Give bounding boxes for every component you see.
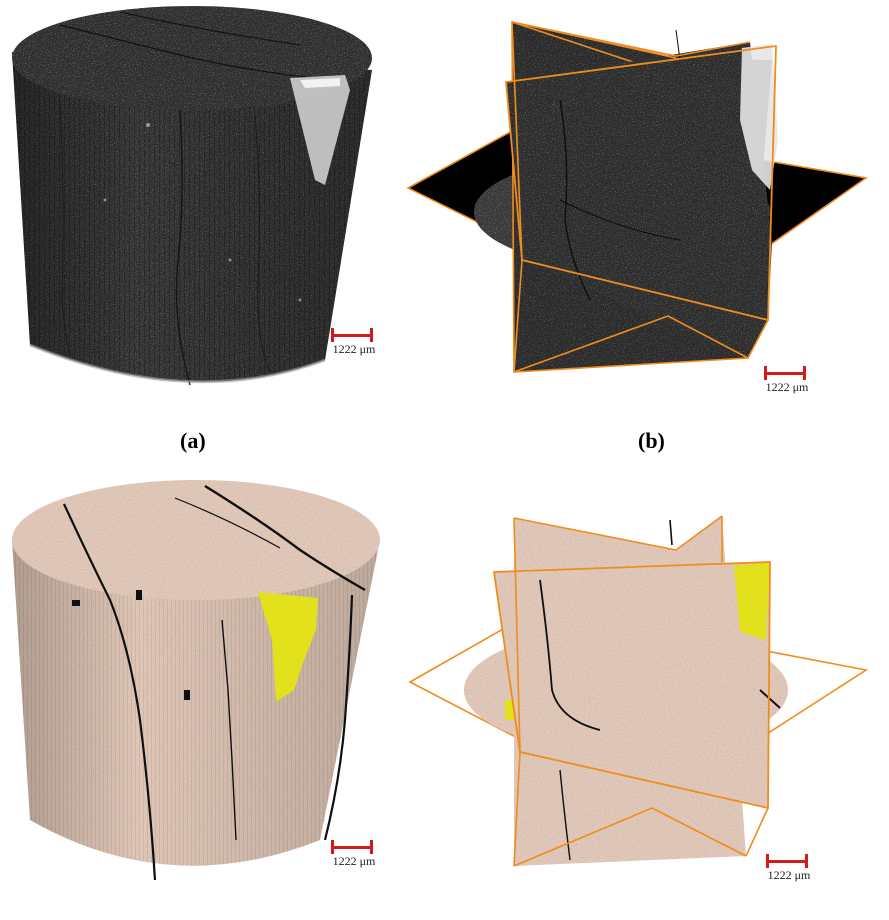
panel-c-segmented-cylinder — [12, 480, 380, 881]
scale-bar-a-label: 1222 μm — [332, 342, 376, 356]
scale-bar-c: 1222 μm — [328, 840, 376, 868]
scale-bar-b-label: 1222 μm — [765, 380, 809, 394]
scale-bar-b: 1222 μm — [761, 366, 809, 394]
scale-bar-d-label: 1222 μm — [767, 868, 811, 882]
panel-d-segmented-orthoslices — [408, 515, 869, 867]
panel-b-orthoslices — [406, 20, 869, 373]
scale-bar-d: 1222 μm — [763, 854, 811, 882]
panel-a-cylinder — [12, 6, 372, 386]
panel-label-a: (a) — [180, 428, 206, 453]
panel-label-b: (b) — [638, 428, 665, 453]
scale-bar-a: 1222 μm — [328, 328, 376, 356]
scale-bar-c-label: 1222 μm — [332, 854, 376, 868]
